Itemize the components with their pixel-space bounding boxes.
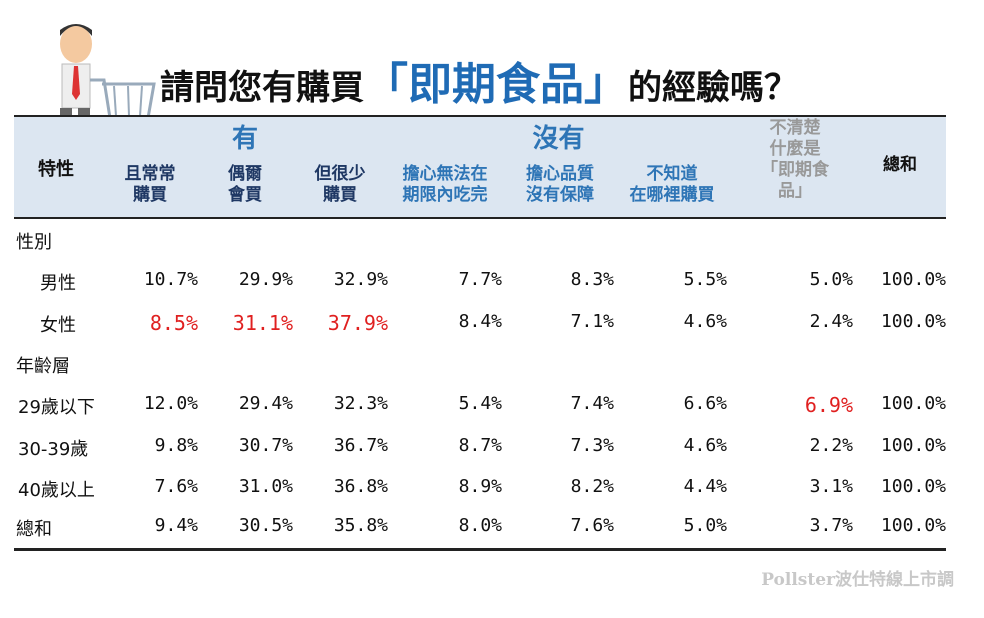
- value-cell: 37.9%: [327, 310, 388, 335]
- value-cell: 8.0%: [458, 515, 502, 536]
- top-rule: [14, 115, 946, 117]
- section-label: 性別: [16, 232, 52, 253]
- value-cell: 8.3%: [570, 269, 614, 291]
- value-cell: 4.6%: [683, 310, 727, 332]
- value-cell: 2.2%: [809, 434, 853, 456]
- row-label: 29歲以下: [18, 397, 95, 419]
- value-cell: 7.6%: [570, 515, 614, 536]
- header-column: 不知道 在哪裡購買: [629, 164, 715, 205]
- value-cell: 29.9%: [238, 269, 293, 291]
- value-cell: 100.0%: [880, 393, 946, 415]
- value-cell: 31.0%: [238, 475, 293, 497]
- watermark: Pollster波仕特線上市調: [761, 570, 954, 590]
- row-label: 女性: [40, 314, 76, 336]
- value-cell: 32.9%: [333, 269, 388, 291]
- value-cell: 2.4%: [809, 310, 853, 332]
- title-text: 的經驗嗎？: [628, 68, 798, 108]
- header-label: 特性: [38, 159, 74, 180]
- value-cell: 100.0%: [880, 310, 946, 332]
- value-cell: 6.6%: [683, 393, 727, 415]
- header-column: 偶爾 會買: [228, 164, 262, 205]
- value-cell: 32.3%: [333, 393, 388, 415]
- header-column: 但很少 購買: [314, 164, 366, 205]
- value-cell: 31.1%: [232, 310, 293, 335]
- value-cell: 3.1%: [809, 475, 853, 497]
- value-cell: 7.3%: [570, 434, 614, 456]
- value-cell: 30.7%: [238, 434, 293, 456]
- bottom-rule: [14, 548, 946, 551]
- value-cell: 5.0%: [683, 515, 727, 536]
- value-cell: 12.0%: [143, 393, 198, 415]
- value-cell: 100.0%: [880, 515, 946, 536]
- header-column: 擔心無法在 期限內吃完: [402, 164, 488, 205]
- header-column: 擔心品質 沒有保障: [526, 164, 594, 205]
- value-cell: 8.4%: [458, 310, 502, 332]
- value-cell: 5.0%: [809, 269, 853, 291]
- title-highlight: 「即期食品」: [364, 59, 628, 110]
- row-label: 30-39歲: [18, 438, 89, 460]
- title: 請問您有購買 「即期食品」 的經驗嗎？: [160, 48, 798, 110]
- header-column: 總和: [883, 155, 917, 175]
- value-cell: 36.7%: [333, 434, 388, 456]
- section-label: 年齡層: [16, 355, 70, 377]
- value-cell: 10.7%: [143, 269, 198, 291]
- value-cell: 4.4%: [683, 475, 727, 497]
- value-cell: 3.7%: [809, 515, 853, 536]
- value-cell: 9.8%: [154, 434, 198, 456]
- value-cell: 100.0%: [880, 475, 946, 497]
- value-cell: 9.4%: [154, 515, 198, 536]
- value-cell: 100.0%: [880, 269, 946, 291]
- value-cell: 36.8%: [333, 475, 388, 497]
- value-cell: 7.1%: [570, 310, 614, 332]
- value-cell: 8.5%: [149, 310, 198, 335]
- title-text: 請問您有購買: [160, 68, 364, 108]
- header-group: 有: [231, 124, 258, 154]
- value-cell: 7.6%: [154, 475, 198, 497]
- value-cell: 30.5%: [238, 515, 293, 536]
- header-column: 且常常 購買: [124, 164, 176, 205]
- value-cell: 7.4%: [570, 393, 614, 415]
- value-cell: 29.4%: [238, 393, 293, 415]
- value-cell: 4.6%: [683, 434, 727, 456]
- value-cell: 7.7%: [458, 269, 502, 291]
- value-cell: 6.9%: [804, 393, 853, 418]
- row-label: 男性: [40, 273, 76, 295]
- value-cell: 5.4%: [458, 393, 502, 415]
- value-cell: 5.5%: [683, 269, 727, 291]
- row-label: 40歲以上: [18, 479, 95, 501]
- header-column-muted: 不清楚 什麼是 「即期食 品」: [761, 118, 829, 201]
- header-group: 沒有: [532, 124, 585, 154]
- header-rule: [14, 217, 946, 219]
- value-cell: 100.0%: [880, 434, 946, 456]
- value-cell: 8.7%: [458, 434, 502, 456]
- row-label: 總和: [16, 519, 52, 540]
- header-background: [14, 117, 946, 218]
- value-cell: 8.9%: [458, 475, 502, 497]
- value-cell: 35.8%: [333, 515, 388, 536]
- value-cell: 8.2%: [570, 475, 614, 497]
